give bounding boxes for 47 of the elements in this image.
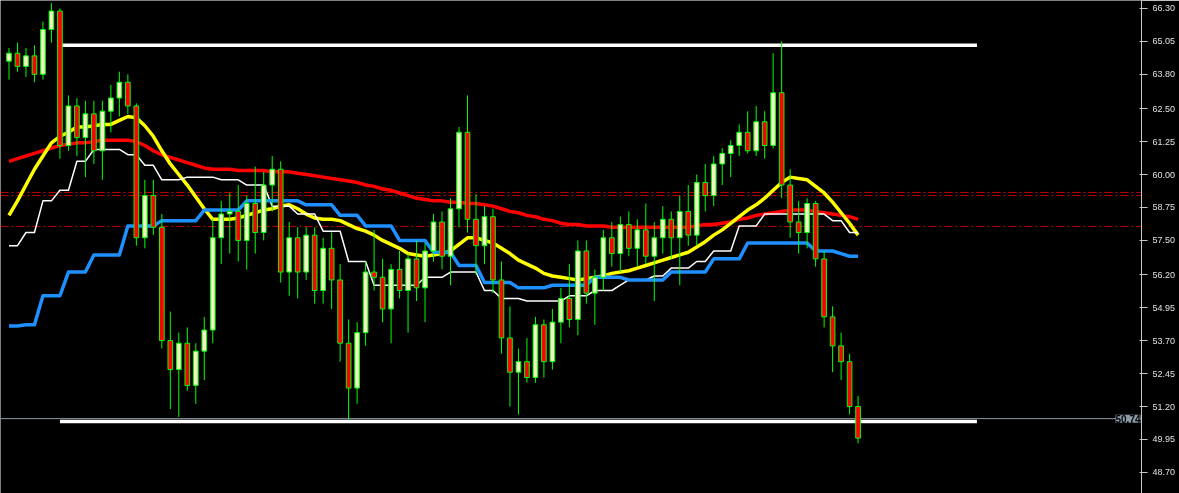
y-tick-label: 63.80 (1152, 69, 1176, 80)
candlestick (566, 263, 573, 328)
candlestick (226, 192, 233, 255)
y-tick-label: 51.20 (1152, 401, 1176, 412)
candlestick (702, 163, 709, 212)
candlestick (125, 73, 131, 115)
y-tick-label: 52.45 (1152, 368, 1176, 379)
candlestick (719, 147, 726, 186)
candlestick (659, 205, 666, 255)
candlestick (201, 316, 208, 381)
candlestick (23, 47, 29, 78)
y-tick-label: 49.95 (1152, 434, 1176, 445)
candlestick (108, 84, 114, 133)
ref-line-label: 50.74 (1115, 413, 1141, 425)
candlestick (727, 139, 734, 178)
y-tick-label: 57.50 (1152, 235, 1176, 246)
candlestick (634, 218, 641, 268)
candlestick (558, 287, 564, 344)
y-tick-label: 56.20 (1152, 269, 1176, 280)
candlestick (524, 337, 530, 384)
candlestick (218, 200, 225, 265)
candlestick (371, 229, 377, 291)
line-series (7, 199, 860, 328)
candlestick (761, 110, 768, 160)
candlestick (14, 42, 21, 73)
candlestick (269, 155, 276, 212)
y-tick-label: 66.30 (1152, 3, 1176, 14)
candlestick (651, 221, 658, 302)
candlestick (592, 268, 598, 326)
y-tick-label: 61.25 (1152, 136, 1176, 147)
y-tick-label: 54.95 (1152, 302, 1176, 313)
y-tick-label: 48.70 (1152, 467, 1176, 478)
candlestick (838, 332, 844, 381)
candlestick (31, 44, 38, 83)
candlestick (736, 123, 743, 157)
y-tick-label: 53.70 (1152, 335, 1176, 346)
y-tick-label: 58.75 (1152, 202, 1176, 213)
candlestick (116, 71, 123, 117)
y-tick-label: 62.50 (1152, 103, 1176, 114)
candlestick (396, 250, 403, 299)
candlestick (82, 100, 89, 178)
candlestick (515, 348, 522, 415)
y-tick-label: 65.05 (1152, 36, 1176, 47)
candlestick (6, 47, 12, 81)
candlestick (48, 2, 55, 44)
candlestick (744, 110, 751, 154)
y-tick-label: 60.00 (1152, 169, 1176, 180)
